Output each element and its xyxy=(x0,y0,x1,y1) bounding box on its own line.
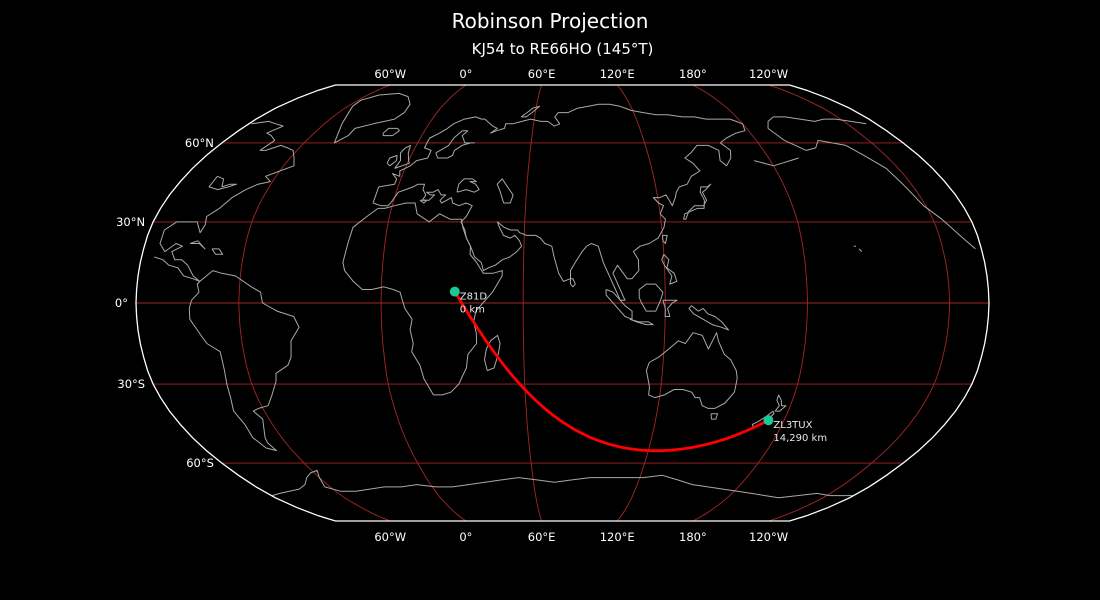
meridian-label-top: 180° xyxy=(679,67,707,81)
route-end-marker xyxy=(763,415,774,426)
coastline xyxy=(154,116,976,282)
coastline xyxy=(189,240,206,250)
route-start-marker xyxy=(449,286,460,297)
meridian-label-bottom: 60°E xyxy=(528,530,556,544)
map-subtitle: KJ54 to RE66HO (145°T) xyxy=(471,40,654,58)
parallel-label-left: 60°S xyxy=(186,456,214,470)
route-end-distance: 14,290 km xyxy=(773,433,827,444)
coastline xyxy=(629,318,654,326)
graticule-meridian xyxy=(692,84,808,522)
meridian-label-bottom: 120°E xyxy=(600,530,635,544)
coastline xyxy=(662,234,668,244)
route-end-label: ZL3TUX xyxy=(773,420,812,431)
coastline xyxy=(662,299,678,317)
coastline xyxy=(208,175,238,191)
coastline xyxy=(688,305,729,331)
coastline xyxy=(211,248,224,255)
coastline xyxy=(605,289,633,320)
coastline xyxy=(333,92,411,144)
meridian-label-top: 120°W xyxy=(749,67,788,81)
coastlines xyxy=(154,92,976,499)
figure-title: Robinson Projection xyxy=(451,9,649,33)
coastline xyxy=(188,270,300,452)
coastline xyxy=(710,413,719,420)
meridian-label-bottom: 60°W xyxy=(374,530,406,544)
graticule-meridian xyxy=(238,84,391,522)
route-start-label: Z81D xyxy=(460,292,488,303)
parallel-label-left: 0° xyxy=(115,296,128,310)
coastline xyxy=(774,394,787,412)
coastline xyxy=(858,248,863,252)
meridian-label-top: 0° xyxy=(459,67,472,81)
coastline xyxy=(394,144,411,169)
graticule-meridian xyxy=(522,84,543,522)
coastline xyxy=(638,283,664,312)
coastline xyxy=(372,103,746,301)
coastline xyxy=(386,154,398,167)
coastline xyxy=(683,183,712,220)
graticule xyxy=(136,84,989,522)
parallel-label-left: 30°S xyxy=(117,377,145,391)
coastline xyxy=(496,178,514,204)
meridian-label-top: 120°E xyxy=(600,67,635,81)
coastline xyxy=(661,253,678,285)
meridian-label-bottom: 120°W xyxy=(749,530,788,544)
coastline xyxy=(520,105,541,118)
coastline xyxy=(382,127,400,137)
coastline xyxy=(484,334,501,372)
graticule-meridian xyxy=(768,84,951,522)
coastline xyxy=(754,157,799,167)
coastline xyxy=(419,199,428,204)
meridian-label-bottom: 0° xyxy=(459,530,472,544)
coastline xyxy=(342,202,503,396)
graticule-meridian xyxy=(616,84,666,522)
map-boundary xyxy=(135,84,990,522)
coastline xyxy=(456,178,480,193)
coastline xyxy=(272,469,853,499)
meridian-label-bottom: 180° xyxy=(679,530,707,544)
meridian-label-top: 60°W xyxy=(374,67,406,81)
meridian-label-top: 60°E xyxy=(528,67,556,81)
coastline xyxy=(435,130,475,159)
parallel-label-left: 60°N xyxy=(185,136,214,150)
parallel-label-left: 30°N xyxy=(116,215,145,229)
coastline xyxy=(645,332,738,409)
coastline xyxy=(570,278,576,288)
route-start-distance: 0 km xyxy=(460,305,485,316)
graticule-meridian xyxy=(380,84,467,522)
great-circle-route xyxy=(453,290,770,453)
